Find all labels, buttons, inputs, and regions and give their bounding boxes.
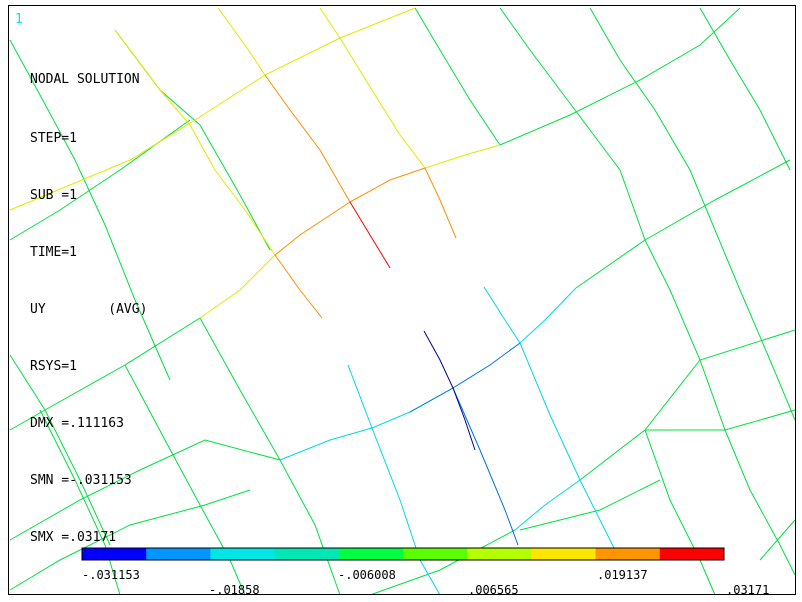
mesh-line-green [9, 354, 111, 546]
mesh-line-yellow [114, 29, 191, 126]
smx-line: SMX =.03171 [30, 530, 117, 545]
legend-swatch-10 [659, 548, 725, 560]
mesh-line-green [9, 317, 201, 431]
element-mesh [9, 7, 796, 596]
mesh-line-yellow [217, 7, 266, 76]
legend-label-3: -.006008 [338, 568, 396, 582]
mesh-line-navy [423, 330, 454, 389]
mesh-line-green [759, 519, 796, 561]
mesh-line-green [39, 409, 121, 596]
mesh-line-green [644, 239, 726, 431]
legend-swatch-8 [531, 548, 597, 560]
mesh-line-green [499, 7, 741, 146]
mesh-line-cyan [519, 287, 577, 344]
legend-swatch-6 [403, 548, 468, 560]
time-line: TIME=1 [30, 245, 77, 260]
mesh-line-green [9, 439, 281, 541]
mesh-line-green [499, 7, 646, 241]
legend-label-4: .006565 [468, 583, 519, 597]
mesh-line-green [724, 429, 796, 576]
substep-line: SUB =1 [30, 188, 77, 203]
mesh-line-orange [264, 74, 351, 203]
solution-info-block: NODAL SOLUTION STEP=1 SUB =1 TIME=1 UY (… [30, 32, 147, 585]
mesh-line-cyan [371, 427, 441, 596]
mesh-line-orange [424, 167, 457, 239]
mesh-line-blue [409, 387, 454, 413]
mesh-line-green [9, 489, 251, 591]
mesh-line-green [575, 159, 791, 289]
legend-label-2: -.01858 [209, 583, 260, 597]
mesh-line-red [349, 201, 391, 269]
legend-swatch-3 [210, 548, 276, 560]
legend-swatch-7 [467, 548, 532, 560]
legend-label-1: -.031153 [82, 568, 140, 582]
mesh-line-blue [452, 342, 521, 389]
mesh-line-green [699, 7, 791, 171]
mesh-line-cyan [514, 479, 581, 531]
result-item-line: UY (AVG) [30, 302, 148, 317]
step-line: STEP=1 [30, 131, 77, 146]
mesh-line-blue [452, 387, 519, 546]
mesh-line-cyan [279, 427, 373, 461]
dmx-line: DMX =.111163 [30, 416, 124, 431]
mesh-line-green [644, 429, 716, 596]
mesh-line-green [579, 329, 796, 481]
mesh-line-green [124, 364, 246, 596]
mesh-line-cyan [347, 364, 373, 429]
legend-swatch-9 [595, 548, 661, 560]
graphics-frame [8, 5, 796, 595]
mesh-line-orange [274, 254, 323, 319]
mesh-line-green [9, 39, 171, 381]
mesh-line-orange [349, 167, 426, 203]
mesh-line-green [714, 229, 796, 421]
rsys-line: RSYS=1 [30, 359, 77, 374]
mesh-line-yellow [319, 7, 426, 169]
mesh-line-yellow [424, 144, 501, 169]
mesh-line-cyan [483, 286, 521, 344]
mesh-line-orange [274, 201, 351, 256]
mesh-line-green [414, 7, 501, 146]
legend-label-6: .03171 [726, 583, 770, 597]
legend-swatch-1 [82, 548, 147, 560]
mesh-line-green [589, 7, 716, 231]
legend-swatch-5 [338, 548, 404, 560]
mesh-line-yellow [189, 124, 276, 256]
legend-swatch-4 [274, 548, 340, 560]
smn-line: SMN =-.031153 [30, 473, 132, 488]
legend-outline [81, 547, 725, 561]
contour-legend-bar [81, 547, 725, 561]
window-number: 1 [15, 12, 23, 27]
mesh-line-yellow [199, 254, 276, 319]
mesh-line-navy [452, 387, 476, 451]
legend-label-5: .019137 [597, 568, 648, 582]
mesh-line-green [519, 479, 661, 531]
solution-title: NODAL SOLUTION [30, 72, 140, 87]
legend-swatch-2 [146, 548, 211, 560]
mesh-line-green [369, 529, 516, 596]
